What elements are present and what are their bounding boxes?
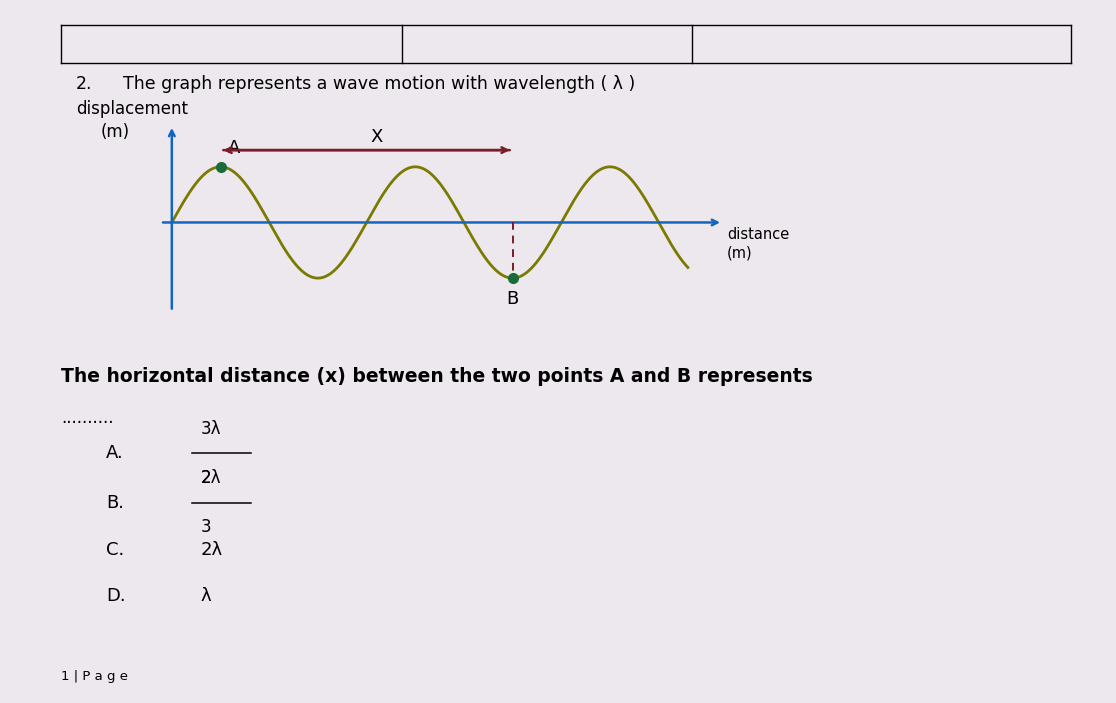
Text: A.: A. <box>106 444 124 463</box>
Text: 2: 2 <box>201 469 212 487</box>
Text: distance: distance <box>727 227 789 242</box>
Text: C.: C. <box>106 541 124 559</box>
Text: X: X <box>371 128 383 146</box>
Text: (m): (m) <box>727 246 752 261</box>
Text: 1 | P a g e: 1 | P a g e <box>61 671 128 683</box>
Text: displacement: displacement <box>76 100 187 118</box>
Text: A: A <box>229 138 241 157</box>
Text: 2λ: 2λ <box>201 541 223 559</box>
Text: ..........: .......... <box>61 409 114 427</box>
Text: 3: 3 <box>201 518 212 536</box>
Text: D.: D. <box>106 587 126 605</box>
Text: λ: λ <box>201 587 212 605</box>
Text: The graph represents a wave motion with wavelength ( λ ): The graph represents a wave motion with … <box>123 75 635 93</box>
Text: 3λ: 3λ <box>201 420 221 438</box>
Text: 2λ: 2λ <box>201 469 221 487</box>
Text: B: B <box>507 290 519 309</box>
Text: The horizontal distance (x) between the two points A and B represents: The horizontal distance (x) between the … <box>61 367 814 386</box>
Text: 2.: 2. <box>76 75 93 93</box>
Text: (m): (m) <box>100 123 129 141</box>
Text: B.: B. <box>106 494 124 512</box>
